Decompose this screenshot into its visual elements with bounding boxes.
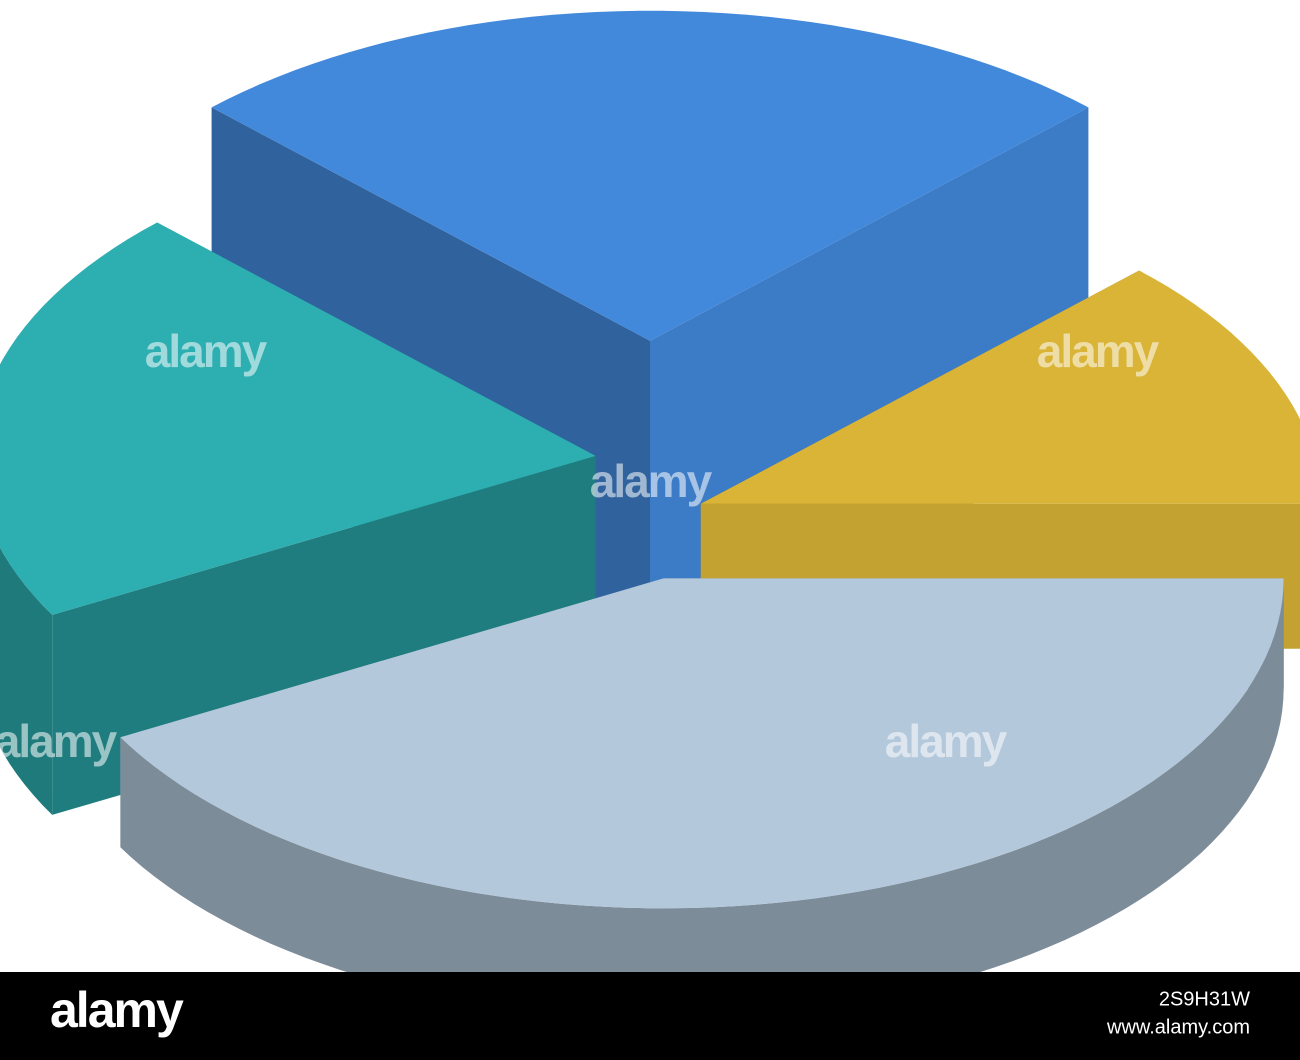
slice-top [120,578,1284,909]
slice-top [211,10,1089,341]
site-url: www.alamy.com [1106,1016,1250,1038]
watermark: alamy [0,715,118,767]
watermark: alamy [885,715,1008,767]
footer-logo: alamy [50,982,184,1038]
footer-bar [0,972,1300,1060]
watermark: alamy [1037,325,1160,377]
slice-side [0,547,53,815]
watermarks: alamy alamy alamy alamy alamy [0,325,1162,767]
watermark: alamy [590,455,713,507]
slice-side [120,578,1284,1019]
slice-top [700,270,1300,504]
watermark: alamy [145,325,268,377]
slice-top [0,222,596,615]
pie [0,10,1300,1019]
image-id: 2S9H31W [1159,988,1250,1010]
